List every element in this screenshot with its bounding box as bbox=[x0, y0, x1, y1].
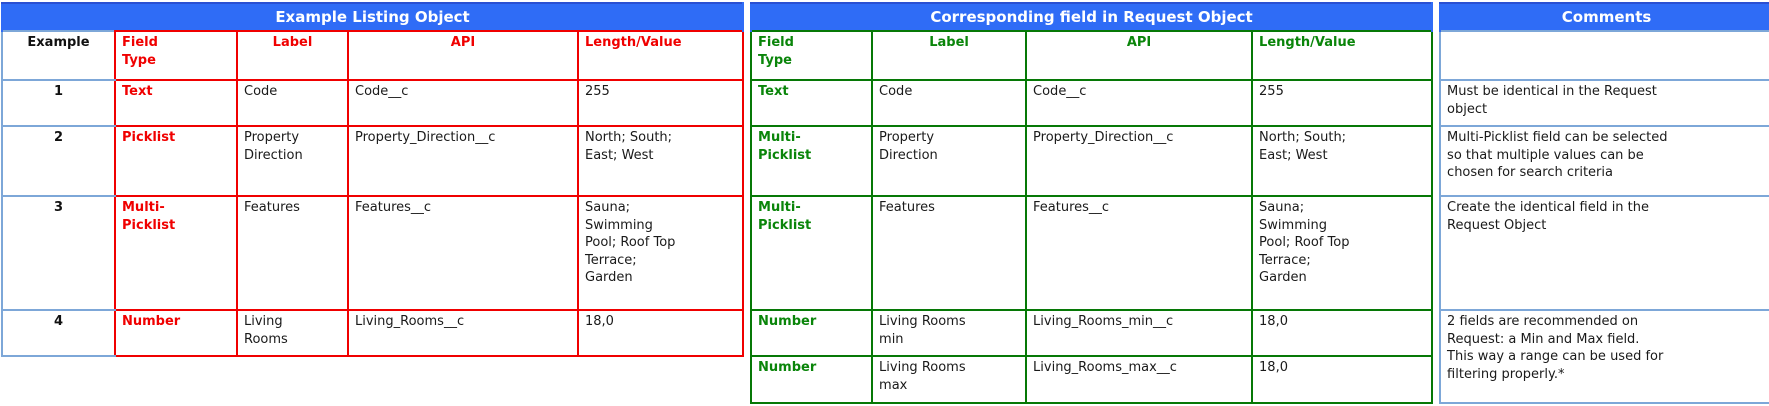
field-type-cell: Multi- Picklist bbox=[750, 195, 874, 311]
label-cell: Code bbox=[871, 79, 1028, 127]
label-cell: Code bbox=[236, 79, 349, 127]
example-cell: 3 bbox=[1, 195, 116, 311]
length-cell: Sauna; Swimming Pool; Roof Top Terrace; … bbox=[576, 195, 745, 311]
comment-cell: Multi-Picklist field can be selected so … bbox=[1439, 125, 1769, 197]
length-cell: Sauna; Swimming Pool; Roof Top Terrace; … bbox=[1251, 195, 1434, 311]
example-cell: 2 bbox=[1, 125, 116, 197]
field-type-cell: Number bbox=[750, 309, 874, 357]
api-header: API bbox=[347, 30, 579, 81]
api-cell: Property_Direction__c bbox=[1025, 125, 1254, 197]
table-row: 4 Number Living Rooms Living_Rooms__c 18… bbox=[1, 309, 745, 357]
table-row: 2 fields are recommended on Request: a M… bbox=[1439, 309, 1769, 404]
api-cell: Living_Rooms_min__c bbox=[1025, 309, 1254, 357]
example-cell: 4 bbox=[1, 309, 116, 357]
table-row: Field Type Label API Length/Value bbox=[750, 30, 1434, 81]
length-cell: 255 bbox=[576, 79, 745, 127]
length-value-header: Length/Value bbox=[576, 30, 745, 81]
table-row bbox=[1439, 30, 1769, 81]
api-cell: Code__c bbox=[347, 79, 579, 127]
comment-cell: 2 fields are recommended on Request: a M… bbox=[1439, 309, 1769, 404]
field-type-header: Field Type bbox=[114, 30, 238, 81]
field-type-header: Field Type bbox=[750, 30, 874, 81]
example-cell: 1 bbox=[1, 79, 116, 127]
table-row: Example Listing Object bbox=[0, 2, 745, 31]
length-cell: North; South; East; West bbox=[1251, 125, 1434, 197]
table-row: 3 Multi- Picklist Features Features__c S… bbox=[1, 195, 745, 311]
table-row: Text Code Code__c 255 bbox=[750, 79, 1434, 127]
api-header: API bbox=[1025, 30, 1254, 81]
table-row: Multi-Picklist field can be selected so … bbox=[1439, 125, 1769, 197]
example-header: Example bbox=[1, 30, 116, 81]
label-header: Label bbox=[236, 30, 349, 81]
length-cell: 18,0 bbox=[1251, 355, 1434, 404]
label-cell: Features bbox=[871, 195, 1028, 311]
label-cell: Living Rooms max bbox=[871, 355, 1028, 404]
comments-title: Comments bbox=[1439, 2, 1769, 31]
table-row: 1 Text Code Code__c 255 bbox=[1, 79, 745, 127]
field-type-cell: Picklist bbox=[114, 125, 238, 197]
table-row: Comments bbox=[1439, 2, 1769, 31]
label-cell: Living Rooms min bbox=[871, 309, 1028, 357]
length-cell: 18,0 bbox=[576, 309, 745, 357]
label-cell: Living Rooms bbox=[236, 309, 349, 357]
table-row: Corresponding field in Request Object bbox=[750, 2, 1434, 31]
request-table: Corresponding field in Request Object Fi… bbox=[750, 2, 1434, 404]
api-cell: Living_Rooms_max__c bbox=[1025, 355, 1254, 404]
api-cell: Property_Direction__c bbox=[347, 125, 579, 197]
field-type-cell: Text bbox=[114, 79, 238, 127]
comments-table: Comments Must be identical in the Reques… bbox=[1439, 2, 1769, 404]
listing-title: Example Listing Object bbox=[0, 2, 745, 31]
length-cell: 255 bbox=[1251, 79, 1434, 127]
request-title: Corresponding field in Request Object bbox=[750, 2, 1434, 31]
label-cell: Property Direction bbox=[236, 125, 349, 197]
comment-cell: Must be identical in the Request object bbox=[1439, 79, 1769, 127]
api-cell: Code__c bbox=[1025, 79, 1254, 127]
api-cell: Features__c bbox=[347, 195, 579, 311]
field-type-cell: Number bbox=[750, 355, 874, 404]
length-cell: 18,0 bbox=[1251, 309, 1434, 357]
table-row: Create the identical field in the Reques… bbox=[1439, 195, 1769, 311]
field-type-cell: Number bbox=[114, 309, 238, 357]
field-type-cell: Multi- Picklist bbox=[750, 125, 874, 197]
listing-table: Example Listing Object Example Field Typ… bbox=[0, 2, 745, 357]
comments-header-spacer bbox=[1439, 30, 1769, 81]
api-cell: Features__c bbox=[1025, 195, 1254, 311]
table-row: Number Living Rooms max Living_Rooms_max… bbox=[750, 355, 1434, 404]
table-row: Must be identical in the Request object bbox=[1439, 79, 1769, 127]
field-type-cell: Text bbox=[750, 79, 874, 127]
table-row: Multi- Picklist Property Direction Prope… bbox=[750, 125, 1434, 197]
field-type-cell: Multi- Picklist bbox=[114, 195, 238, 311]
comment-cell: Create the identical field in the Reques… bbox=[1439, 195, 1769, 311]
api-cell: Living_Rooms__c bbox=[347, 309, 579, 357]
table-row: 2 Picklist Property Direction Property_D… bbox=[1, 125, 745, 197]
table-row: Multi- Picklist Features Features__c Sau… bbox=[750, 195, 1434, 311]
table-row: Example Field Type Label API Length/Valu… bbox=[1, 30, 745, 81]
length-cell: North; South; East; West bbox=[576, 125, 745, 197]
length-value-header: Length/Value bbox=[1251, 30, 1434, 81]
table-row: Number Living Rooms min Living_Rooms_min… bbox=[750, 309, 1434, 357]
label-header: Label bbox=[871, 30, 1028, 81]
label-cell: Property Direction bbox=[871, 125, 1028, 197]
label-cell: Features bbox=[236, 195, 349, 311]
